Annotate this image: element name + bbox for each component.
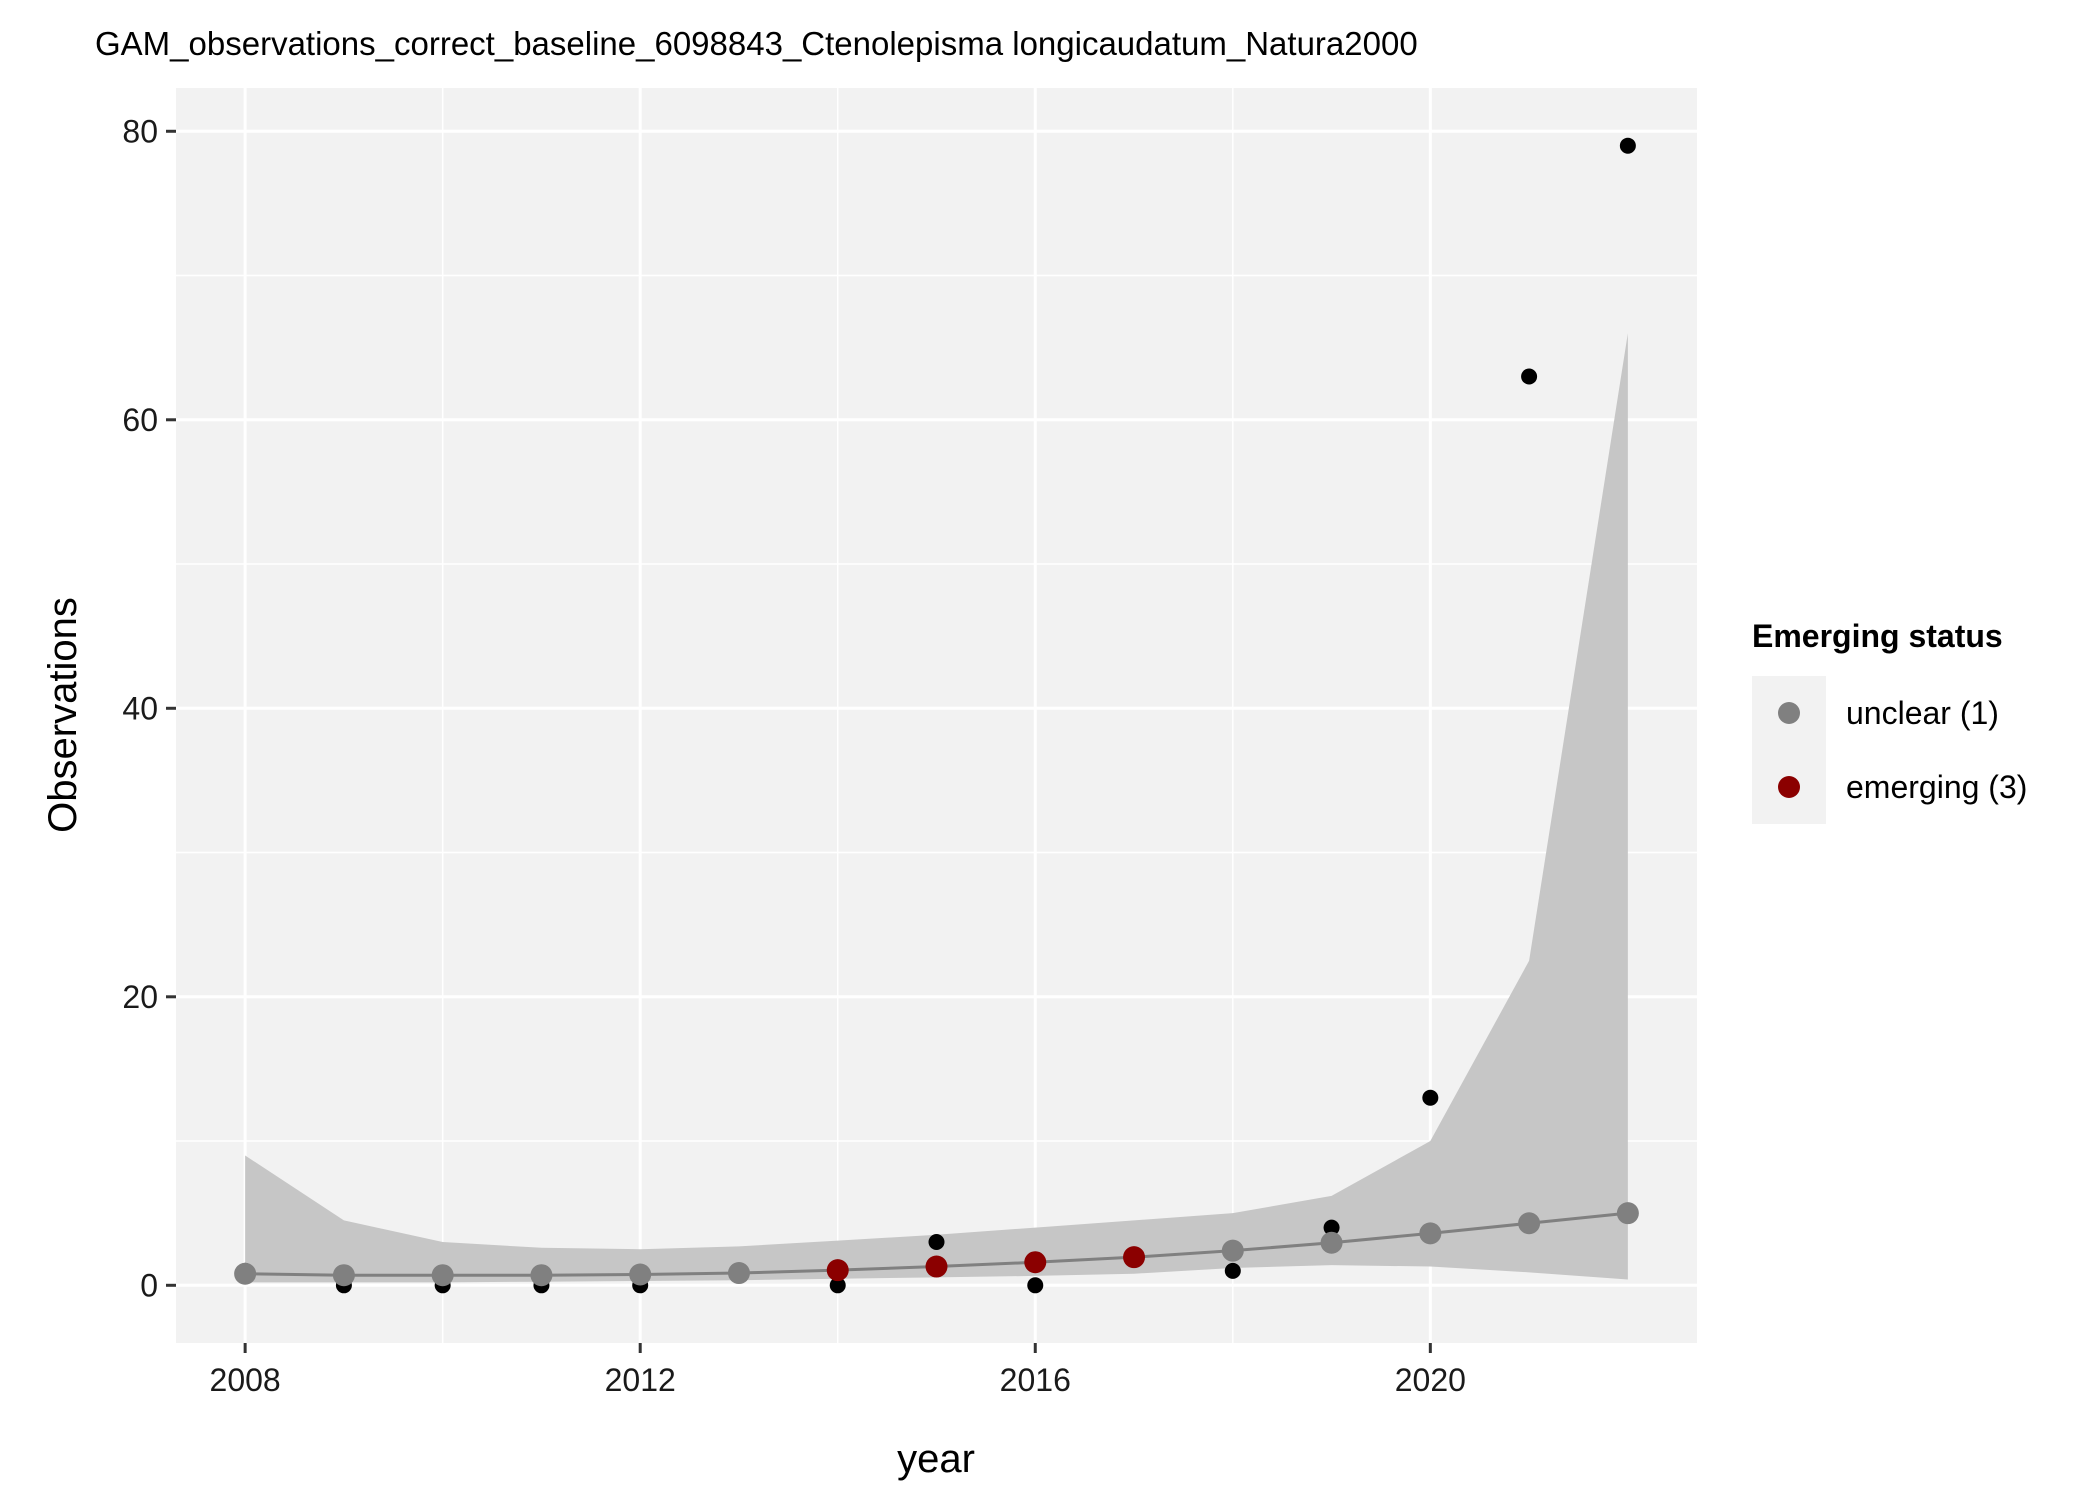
fit-point-emerging [925, 1255, 948, 1278]
fit-point-unclear [1518, 1212, 1541, 1235]
observed-point [1323, 1219, 1340, 1236]
fit-point-unclear [1320, 1231, 1343, 1254]
fit-point-unclear [431, 1264, 454, 1287]
observed-point [1422, 1089, 1439, 1106]
fit-point-emerging [1024, 1251, 1047, 1274]
y-tick-label: 20 [122, 979, 158, 1015]
y-axis-title: Observations [41, 597, 85, 833]
y-tick-label: 60 [122, 402, 158, 438]
legend-label-unclear: unclear (1) [1846, 695, 1999, 731]
observed-point [1224, 1262, 1241, 1279]
legend-title: Emerging status [1752, 618, 2003, 654]
confidence-ribbon [245, 333, 1628, 1283]
x-tick-label: 2020 [1395, 1362, 1466, 1398]
legend: Emerging status unclear (1) emerging (3) [1752, 618, 2027, 824]
x-tick-label: 2008 [210, 1362, 281, 1398]
fit-point-emerging [826, 1259, 849, 1282]
y-tick-label: 40 [122, 690, 158, 726]
fit-point-unclear [1221, 1239, 1244, 1262]
fit-point-emerging [1123, 1246, 1146, 1269]
x-axis-title: year [897, 1437, 975, 1481]
observed-point [829, 1277, 846, 1294]
legend-label-emerging: emerging (3) [1846, 769, 2027, 805]
observed-point [1027, 1277, 1044, 1294]
fit-point-unclear [1419, 1222, 1442, 1245]
legend-entries: unclear (1) emerging (3) [1778, 695, 2027, 805]
grid-major [176, 88, 1697, 1343]
fit-point-unclear [234, 1262, 257, 1285]
legend-key-emerging [1778, 776, 1800, 798]
plot-title: GAM_observations_correct_baseline_609884… [95, 25, 1418, 62]
x-tick-label: 2016 [1000, 1362, 1071, 1398]
x-axis: 2008 2012 2016 2020 [210, 1343, 1466, 1398]
observed-point [1521, 368, 1538, 385]
fit-point-unclear [727, 1262, 750, 1285]
observed-point [1619, 137, 1636, 154]
fit-point-unclear [332, 1264, 355, 1287]
x-tick-label: 2012 [605, 1362, 676, 1398]
observed-point [928, 1234, 945, 1251]
grid-minor [176, 88, 1697, 1343]
fit-point-unclear [629, 1263, 652, 1286]
legend-key-background [1752, 676, 1826, 824]
y-axis: 0 20 40 60 80 [122, 113, 176, 1303]
y-tick-label: 0 [140, 1267, 158, 1303]
fit-point-unclear [530, 1264, 553, 1287]
fit-point-unclear [1616, 1202, 1639, 1225]
fit-points [234, 1202, 1639, 1287]
y-tick-label: 80 [122, 113, 158, 149]
legend-key-unclear [1778, 702, 1800, 724]
